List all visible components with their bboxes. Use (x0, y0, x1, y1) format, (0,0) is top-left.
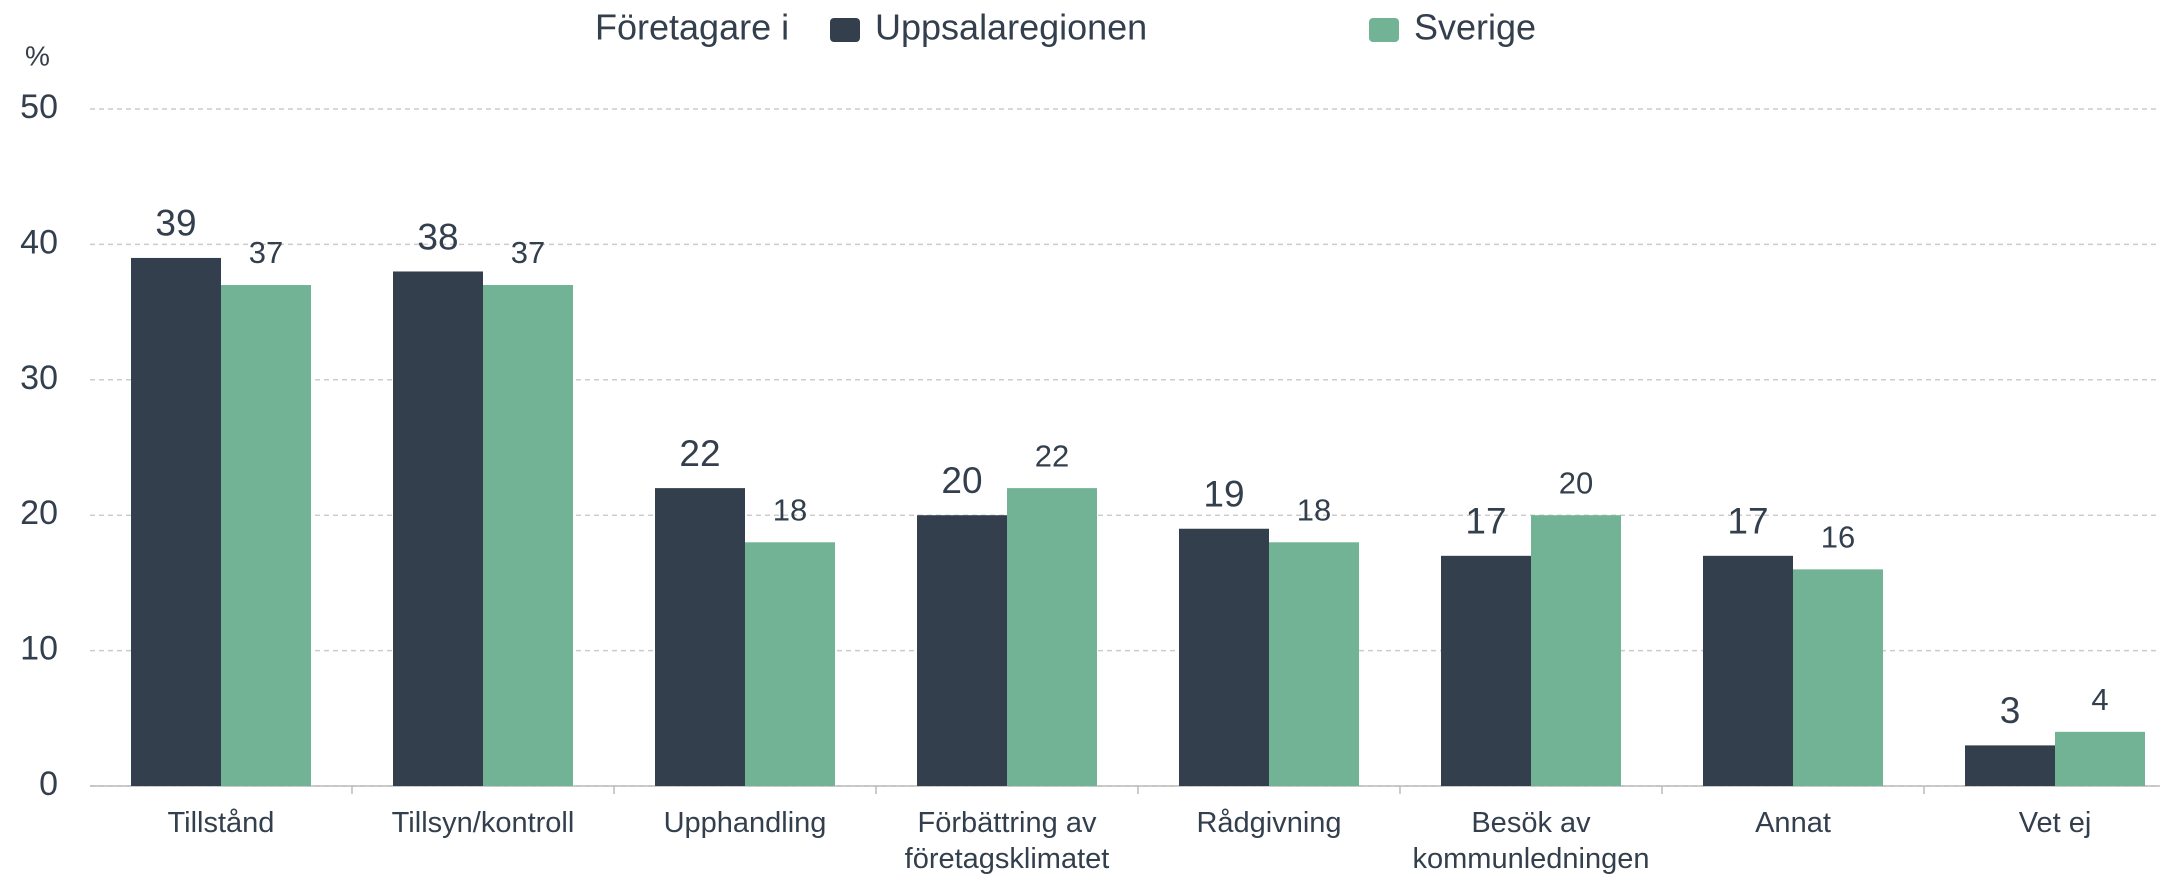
data-label: 18 (773, 492, 807, 527)
data-label: 17 (1727, 501, 1768, 542)
data-label: 38 (417, 216, 458, 257)
y-tick-label: 20 (20, 494, 58, 532)
x-tick-label: Annat (1755, 807, 1831, 839)
x-tick-label: Upphandling (663, 807, 827, 839)
data-label: 17 (1465, 501, 1506, 542)
data-label: 22 (1035, 438, 1069, 473)
data-label: 37 (511, 235, 545, 270)
y-tick-label: 50 (20, 88, 58, 126)
bar (1179, 528, 1269, 786)
bar (1531, 515, 1621, 786)
data-label: 18 (1297, 492, 1331, 527)
bar (1441, 555, 1531, 786)
legend-swatch (1369, 18, 1399, 42)
data-label: 3 (2000, 690, 2021, 731)
y-tick-label: 40 (20, 223, 58, 261)
bar (483, 285, 573, 786)
data-label: 20 (1559, 465, 1593, 500)
bar (393, 271, 483, 787)
data-label: 37 (249, 235, 283, 270)
x-tick-label: Besök av kommunledningen (1412, 807, 1650, 875)
y-axis-label: % (25, 40, 50, 71)
bar (1703, 555, 1793, 786)
legend-label: Uppsalaregionen (875, 7, 1147, 48)
x-tick-label: Tillstånd (167, 807, 275, 839)
data-label: 4 (2091, 682, 2108, 717)
data-label: 19 (1203, 474, 1244, 515)
legend-title: Företagare i (595, 7, 789, 48)
bar (917, 515, 1007, 786)
data-label: 20 (941, 460, 982, 501)
x-tick-label: Rådgivning (1196, 807, 1342, 839)
data-label: 22 (679, 433, 720, 474)
bar (1007, 488, 1097, 786)
y-tick-label: 0 (39, 765, 58, 803)
bar (2055, 731, 2145, 786)
y-tick-label: 10 (20, 630, 58, 668)
x-tick-label: Förbättring av företagsklimatet (904, 807, 1110, 875)
y-tick-label: 30 (20, 359, 58, 397)
x-tick-label: Tillsyn/kontroll (391, 807, 575, 839)
legend-label: Sverige (1414, 7, 1536, 48)
bar (1965, 745, 2055, 786)
bar (655, 488, 745, 786)
bar (745, 542, 835, 786)
bar (1793, 569, 1883, 786)
x-tick-label: Vet ej (2018, 807, 2092, 839)
bar (131, 257, 221, 786)
bar (1269, 542, 1359, 786)
data-label: 39 (155, 203, 196, 244)
bar (221, 285, 311, 786)
data-label: 16 (1821, 520, 1855, 555)
legend-swatch (830, 18, 860, 42)
